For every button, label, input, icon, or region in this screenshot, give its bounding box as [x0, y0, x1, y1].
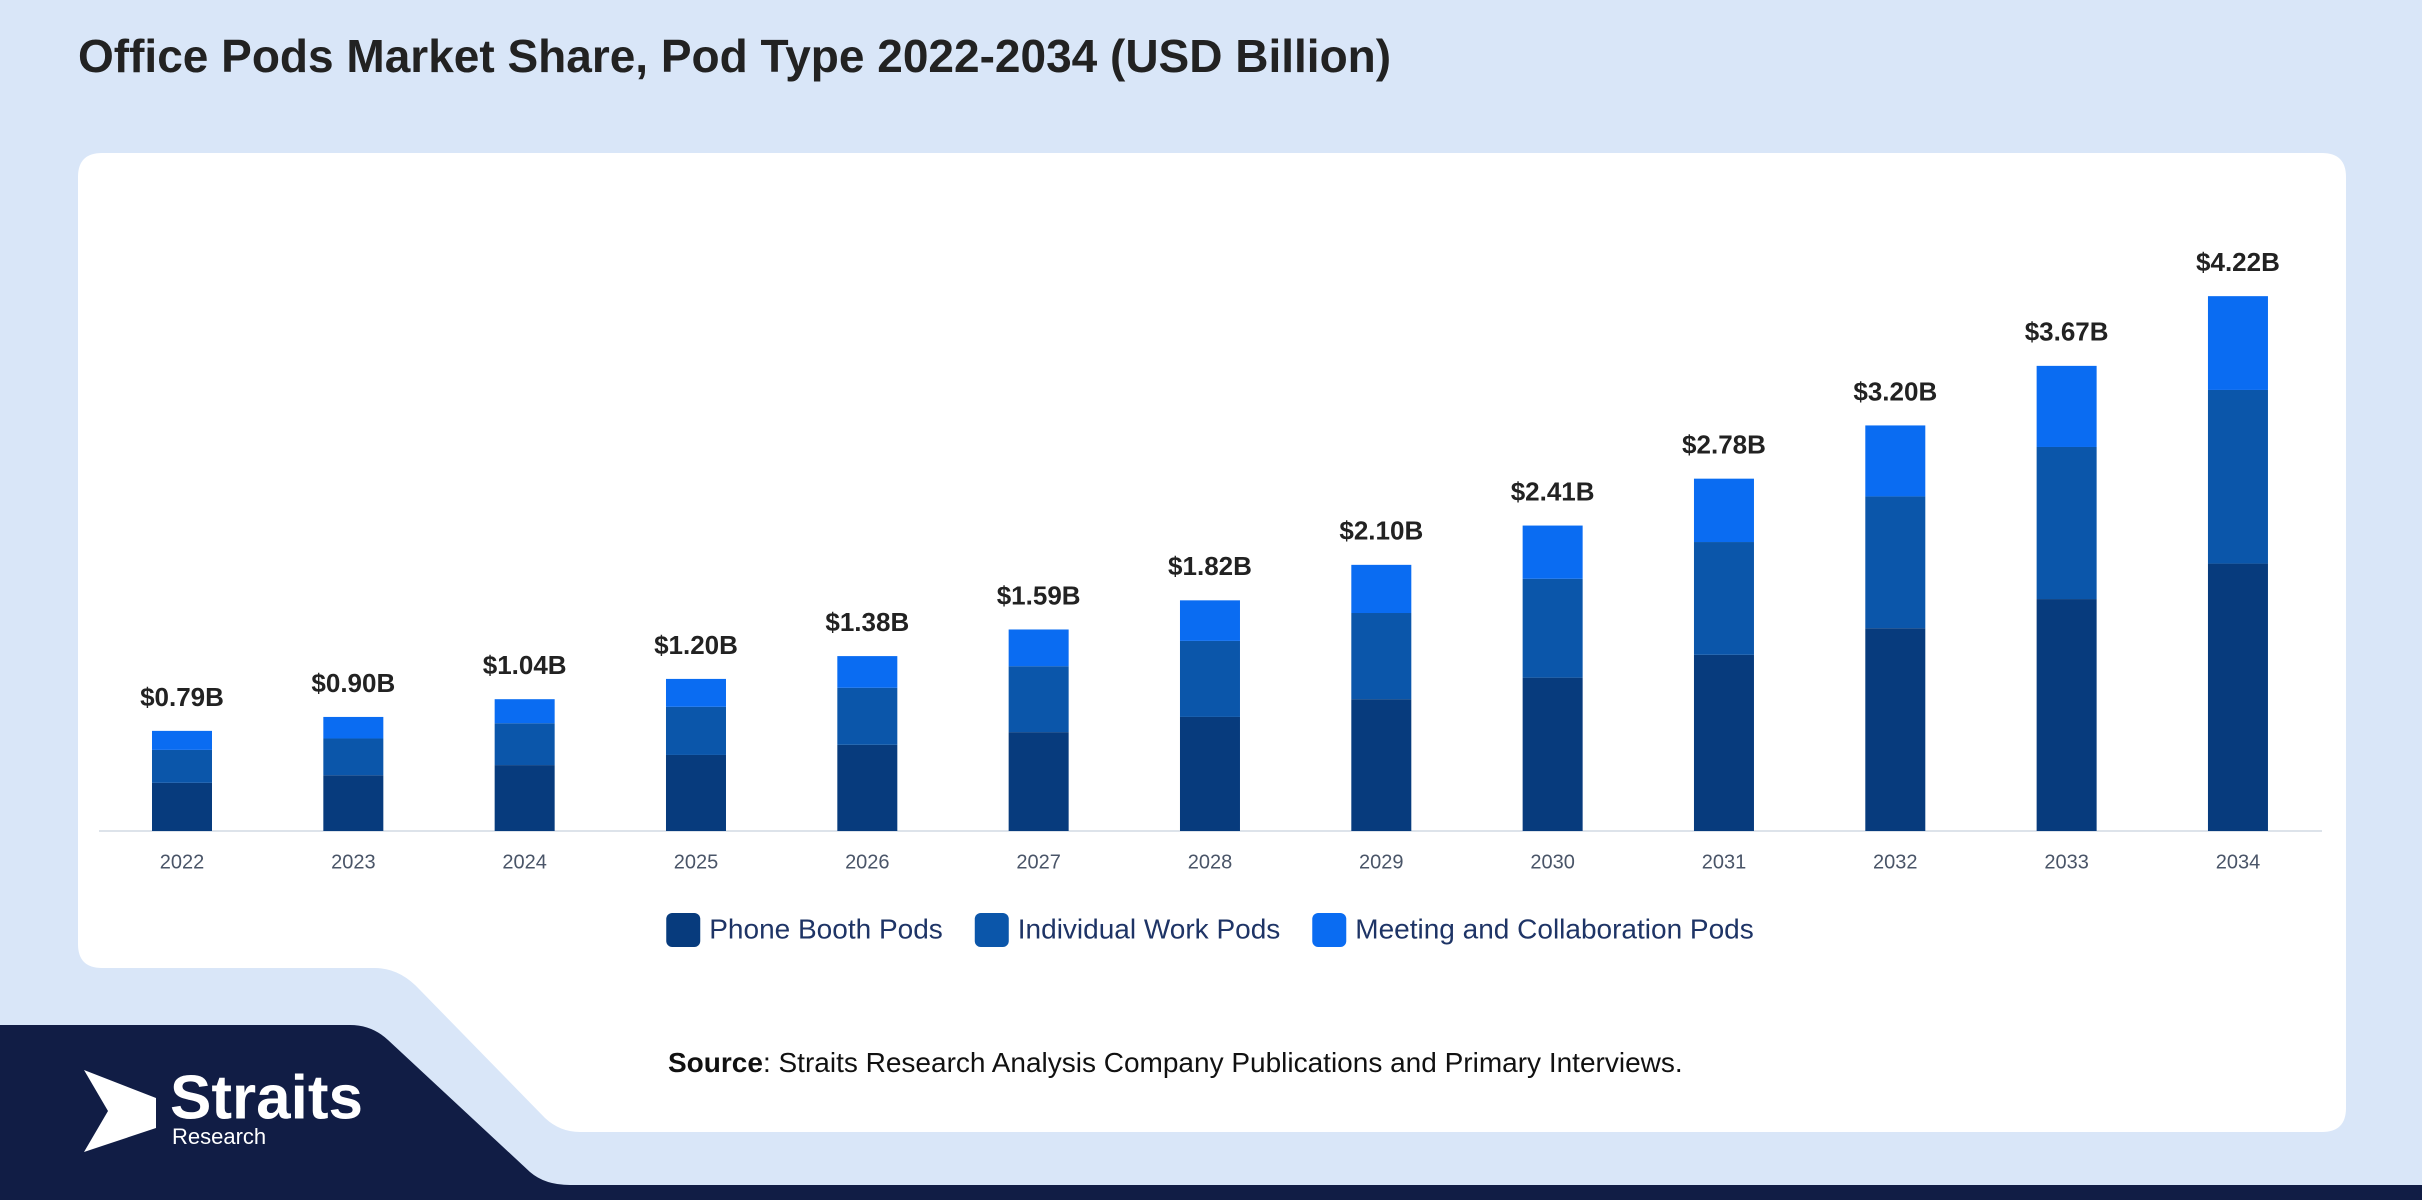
- x-tick-label: 2026: [845, 851, 890, 873]
- bar-segment: [1865, 496, 1926, 629]
- bar-segment: [323, 775, 384, 831]
- bar-segment: [2036, 365, 2097, 447]
- bar-segment: [1008, 666, 1069, 733]
- logo-icon: [84, 1070, 156, 1152]
- x-tick-label: 2028: [1188, 851, 1233, 873]
- x-tick-label: 2033: [2044, 851, 2089, 873]
- bar-segment: [837, 687, 898, 745]
- logo-name: Straits: [170, 1063, 363, 1132]
- total-label: $1.04B: [483, 650, 567, 680]
- total-label: $2.41B: [1511, 476, 1595, 506]
- total-label: $2.78B: [1682, 430, 1766, 460]
- legend-label: Individual Work Pods: [1018, 913, 1281, 944]
- total-label: $3.20B: [1853, 376, 1937, 406]
- total-label: $1.59B: [997, 580, 1081, 610]
- bar-segment: [1693, 654, 1754, 831]
- bar-segment: [323, 738, 384, 776]
- bar-segment: [837, 656, 898, 688]
- legend-label: Phone Booth Pods: [709, 913, 943, 944]
- total-label: $2.10B: [1339, 516, 1423, 546]
- total-label: $4.22B: [2196, 247, 2280, 277]
- bar-segment: [837, 744, 898, 831]
- bar-segment: [152, 782, 212, 831]
- bar-segment: [1351, 613, 1412, 700]
- bar-segment: [1008, 732, 1069, 831]
- bar-segment: [494, 765, 555, 831]
- bar-segment: [1693, 542, 1754, 655]
- bar-segment: [665, 678, 726, 707]
- legend-swatch: [974, 913, 1009, 947]
- bar-segment: [1351, 564, 1412, 614]
- total-label: $3.67B: [2025, 317, 2109, 347]
- bar-segment: [152, 730, 212, 750]
- bar-segment: [1351, 699, 1412, 831]
- source-text: : Straits Research Analysis Company Publ…: [763, 1047, 1683, 1078]
- bar-segment: [1008, 629, 1069, 667]
- legend-swatch: [1312, 913, 1347, 947]
- source-label: Source: [668, 1047, 763, 1078]
- total-label: $0.79B: [140, 682, 224, 712]
- total-label: $1.20B: [654, 630, 738, 660]
- bar-segment: [665, 754, 726, 831]
- total-label: $0.90B: [311, 668, 395, 698]
- x-tick-label: 2029: [1359, 851, 1404, 873]
- x-tick-label: 2030: [1530, 851, 1575, 873]
- bar-segment: [1865, 425, 1926, 497]
- logo-sub: Research: [172, 1124, 266, 1149]
- bar-segment: [1522, 525, 1583, 579]
- bar-segment: [1179, 716, 1240, 831]
- bar-segment: [2207, 563, 2268, 831]
- source: Source: Straits Research Analysis Compan…: [668, 1047, 1683, 1078]
- bar-segment: [1522, 677, 1583, 831]
- bar-segment: [2036, 446, 2097, 600]
- bar-segment: [1865, 628, 1926, 831]
- total-label: $1.38B: [825, 607, 909, 637]
- bar-segment: [665, 706, 726, 755]
- legend-label: Meeting and Collaboration Pods: [1355, 913, 1753, 944]
- footer-band: [0, 1025, 2422, 1200]
- bar-segment: [152, 749, 212, 783]
- x-tick-label: 2022: [160, 851, 205, 873]
- x-tick-label: 2025: [674, 851, 719, 873]
- x-tick-label: 2031: [1702, 851, 1747, 873]
- x-tick-label: 2032: [1873, 851, 1918, 873]
- chart-title: Office Pods Market Share, Pod Type 2022-…: [78, 30, 1391, 82]
- bar-segment: [494, 723, 555, 766]
- bar-segment: [1179, 640, 1240, 717]
- legend-swatch: [666, 913, 701, 947]
- bar-segment: [2207, 389, 2268, 564]
- bar-segment: [1693, 478, 1754, 543]
- x-tick-label: 2027: [1016, 851, 1061, 873]
- total-label: $1.82B: [1168, 551, 1252, 581]
- bar-segment: [1179, 600, 1240, 641]
- bar-segment: [2036, 599, 2097, 831]
- bar-segment: [1522, 578, 1583, 678]
- bar-segment: [494, 699, 555, 724]
- x-tick-label: 2024: [502, 851, 547, 873]
- bar-segment: [2207, 296, 2268, 390]
- x-tick-label: 2034: [2216, 851, 2261, 873]
- x-tick-label: 2023: [331, 851, 376, 873]
- bar-segment: [323, 716, 384, 739]
